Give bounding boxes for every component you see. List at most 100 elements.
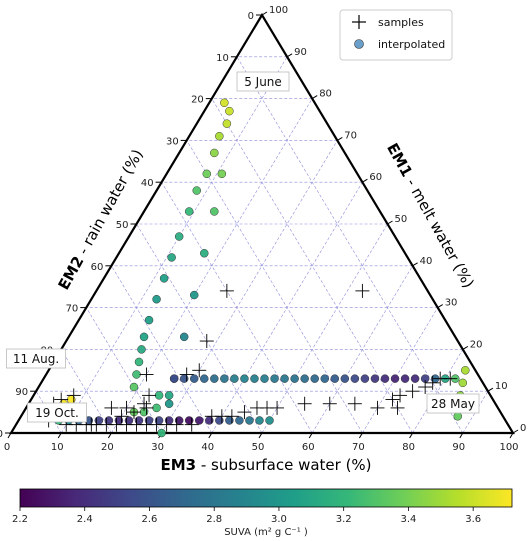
- tick-mark-right: [412, 262, 418, 267]
- tick-label-right: 20: [470, 339, 483, 350]
- sample-marker: [114, 409, 129, 424]
- left-axis-label-rest: - rain water (%): [72, 146, 147, 262]
- tick-label-left: 10: [216, 53, 229, 64]
- tick-label-right: 40: [420, 256, 433, 267]
- colorbar-gradient: [19, 488, 513, 508]
- interpolated-point: [195, 416, 204, 425]
- tick-label-right: 30: [445, 298, 458, 309]
- interpolated-point: [225, 106, 234, 116]
- interpolated-point: [210, 374, 219, 383]
- interpolated-point: [184, 207, 194, 216]
- bottom-axis-label: EM3 - subsurface water (%): [160, 456, 371, 474]
- tick-label-right: 100: [269, 5, 288, 16]
- tick-label-right: 70: [344, 130, 357, 141]
- interpolated-point: [164, 391, 174, 400]
- annotation-label: 28 May: [431, 397, 475, 411]
- grid-line-em3: [412, 349, 464, 434]
- tick-mark-right: [437, 304, 443, 309]
- legend-interpolated-marker: [354, 39, 364, 49]
- interpolated-point: [139, 332, 149, 342]
- tick-mark-bottom: [358, 432, 363, 439]
- interpolated-point: [255, 416, 264, 425]
- tick-label-bottom: 40: [201, 442, 214, 453]
- sample-marker: [405, 384, 420, 399]
- colorbar-tick-label: 2.6: [142, 514, 158, 525]
- tick-mark-right: [512, 429, 519, 434]
- sample-marker: [347, 396, 362, 411]
- tick-label-left: 50: [116, 220, 129, 231]
- grid-line-em2: [35, 391, 62, 434]
- interpolated-point: [270, 374, 279, 383]
- colorbar-tick-label: 3.4: [400, 514, 416, 525]
- right-axis-label-rest: - melt water (%): [400, 171, 477, 291]
- legend-samples-label: samples: [378, 16, 424, 29]
- interpolated-point: [174, 232, 184, 241]
- tick-mark-right: [261, 11, 268, 16]
- interpolated-point: [370, 374, 380, 383]
- interpolated-point: [410, 374, 420, 383]
- colorbar-ticks: 2.2 2.4 2.6 2.8 3.0 3.2 3.4 3.6: [12, 507, 481, 525]
- tick-label-bottom: 70: [352, 442, 365, 453]
- tick-mark-bottom: [107, 432, 112, 439]
- interpolated-point: [129, 382, 139, 392]
- legend-interpolated-label: interpolated: [378, 38, 445, 51]
- tick-label-right: 90: [294, 47, 307, 58]
- interpolated-point: [340, 374, 350, 383]
- tick-label-bottom: 20: [101, 442, 114, 453]
- interpolated-point: [215, 131, 224, 141]
- interpolated-point: [390, 374, 400, 383]
- interpolated-point: [453, 412, 463, 421]
- interpolated-point: [400, 374, 410, 383]
- annotation-box: [6, 348, 66, 369]
- interpolated-point: [137, 345, 146, 354]
- colorbar-tick-label: 2.2: [12, 514, 28, 525]
- tick-mark-right: [362, 178, 368, 183]
- tick-label-bottom: 30: [151, 442, 164, 453]
- tick-mark-bottom: [57, 432, 62, 439]
- colorbar-label: SUVA (m² g C⁻¹ ): [224, 527, 308, 538]
- colorbar-tick-label: 2.4: [77, 514, 93, 525]
- interpolated-point: [132, 370, 141, 379]
- interpolated-point: [240, 374, 249, 383]
- interpolated-point: [360, 374, 370, 383]
- tick-mark-right: [311, 95, 318, 100]
- sample-marker: [224, 409, 239, 424]
- interpolated-point: [152, 403, 161, 413]
- tick-mark-bottom: [7, 432, 12, 439]
- sample-marker: [139, 367, 154, 382]
- tick-label-right: 0: [520, 423, 526, 434]
- legend-samples-marker: [352, 15, 366, 29]
- tick-mark-right: [487, 387, 494, 392]
- annotation-label: 11 Aug.: [13, 352, 59, 366]
- colorbar-tick-label: 2.8: [206, 514, 222, 525]
- tick-label-bottom: 0: [4, 442, 10, 453]
- sample-marker: [142, 388, 157, 403]
- interpolated-point: [235, 416, 244, 425]
- colorbar: 2.2 2.4 2.6 2.8 3.0 3.2 3.4 3.6 SUVA (m² g C⁻¹ …: [12, 488, 513, 538]
- sample-marker: [393, 388, 408, 403]
- interpolated-point: [200, 249, 209, 258]
- interpolated-point: [164, 399, 174, 408]
- tick-label-bottom: 10: [51, 442, 64, 453]
- grid-line-em3: [60, 56, 288, 434]
- interpolated-point: [189, 374, 199, 383]
- sample-marker: [84, 417, 99, 432]
- grid-line-em2: [136, 223, 263, 434]
- sample-marker: [418, 380, 433, 395]
- interpolated-point: [200, 374, 209, 383]
- sample-marker: [237, 405, 252, 420]
- tick-label-bottom: 80: [402, 442, 415, 453]
- tick-label-right: 80: [319, 89, 332, 100]
- grid-line-em3: [362, 307, 438, 434]
- annotation-box: [426, 393, 480, 414]
- interpolated-point: [189, 290, 199, 300]
- sample-marker: [126, 405, 141, 420]
- grid-line-em2: [161, 182, 313, 434]
- legend-box: [339, 9, 453, 61]
- grid-line-em2: [86, 307, 162, 434]
- interpolated-point: [159, 274, 169, 283]
- interpolated-point: [210, 148, 219, 158]
- tick-label-bottom: 50: [252, 442, 265, 453]
- grid-line-em3: [261, 223, 388, 434]
- tick-label-left: 0: [248, 11, 254, 22]
